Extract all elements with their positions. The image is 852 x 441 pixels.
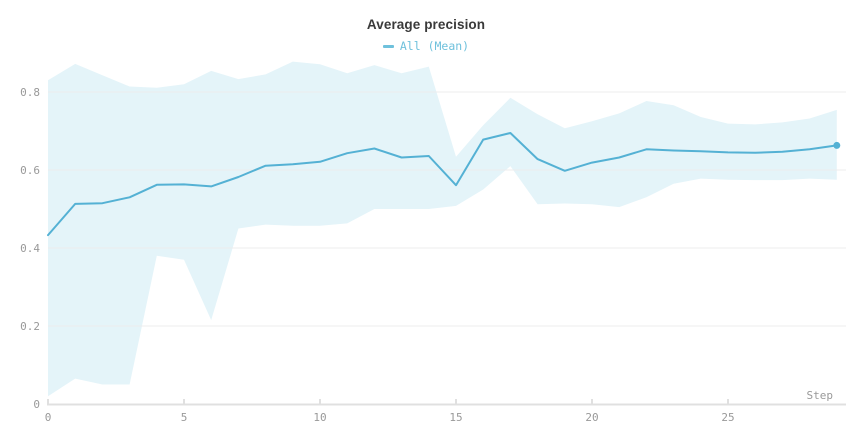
x-tick-label: 10 xyxy=(313,411,326,424)
x-tick-label: 15 xyxy=(449,411,462,424)
x-tick-label: 0 xyxy=(45,411,52,424)
y-tick-label: 0.6 xyxy=(20,164,40,177)
legend-item-all-mean[interactable]: All (Mean) xyxy=(382,39,470,53)
legend-item-label: All (Mean) xyxy=(399,39,470,53)
mean-line xyxy=(47,132,838,237)
y-tick-label: 0.8 xyxy=(20,86,40,99)
y-tick-label: 0.2 xyxy=(20,320,40,333)
x-tick-label: 25 xyxy=(721,411,734,424)
legend-row: All (Mean) xyxy=(0,39,852,53)
y-tick-label: 0.4 xyxy=(20,242,40,255)
y-tick-label: 0 xyxy=(33,398,40,411)
last-point-marker xyxy=(833,141,841,149)
x-tick-label: 5 xyxy=(181,411,188,424)
legend-dash-icon xyxy=(382,44,394,48)
x-axis-title: Step xyxy=(807,389,834,402)
x-tick-label: 20 xyxy=(585,411,598,424)
confidence-band xyxy=(48,61,837,397)
